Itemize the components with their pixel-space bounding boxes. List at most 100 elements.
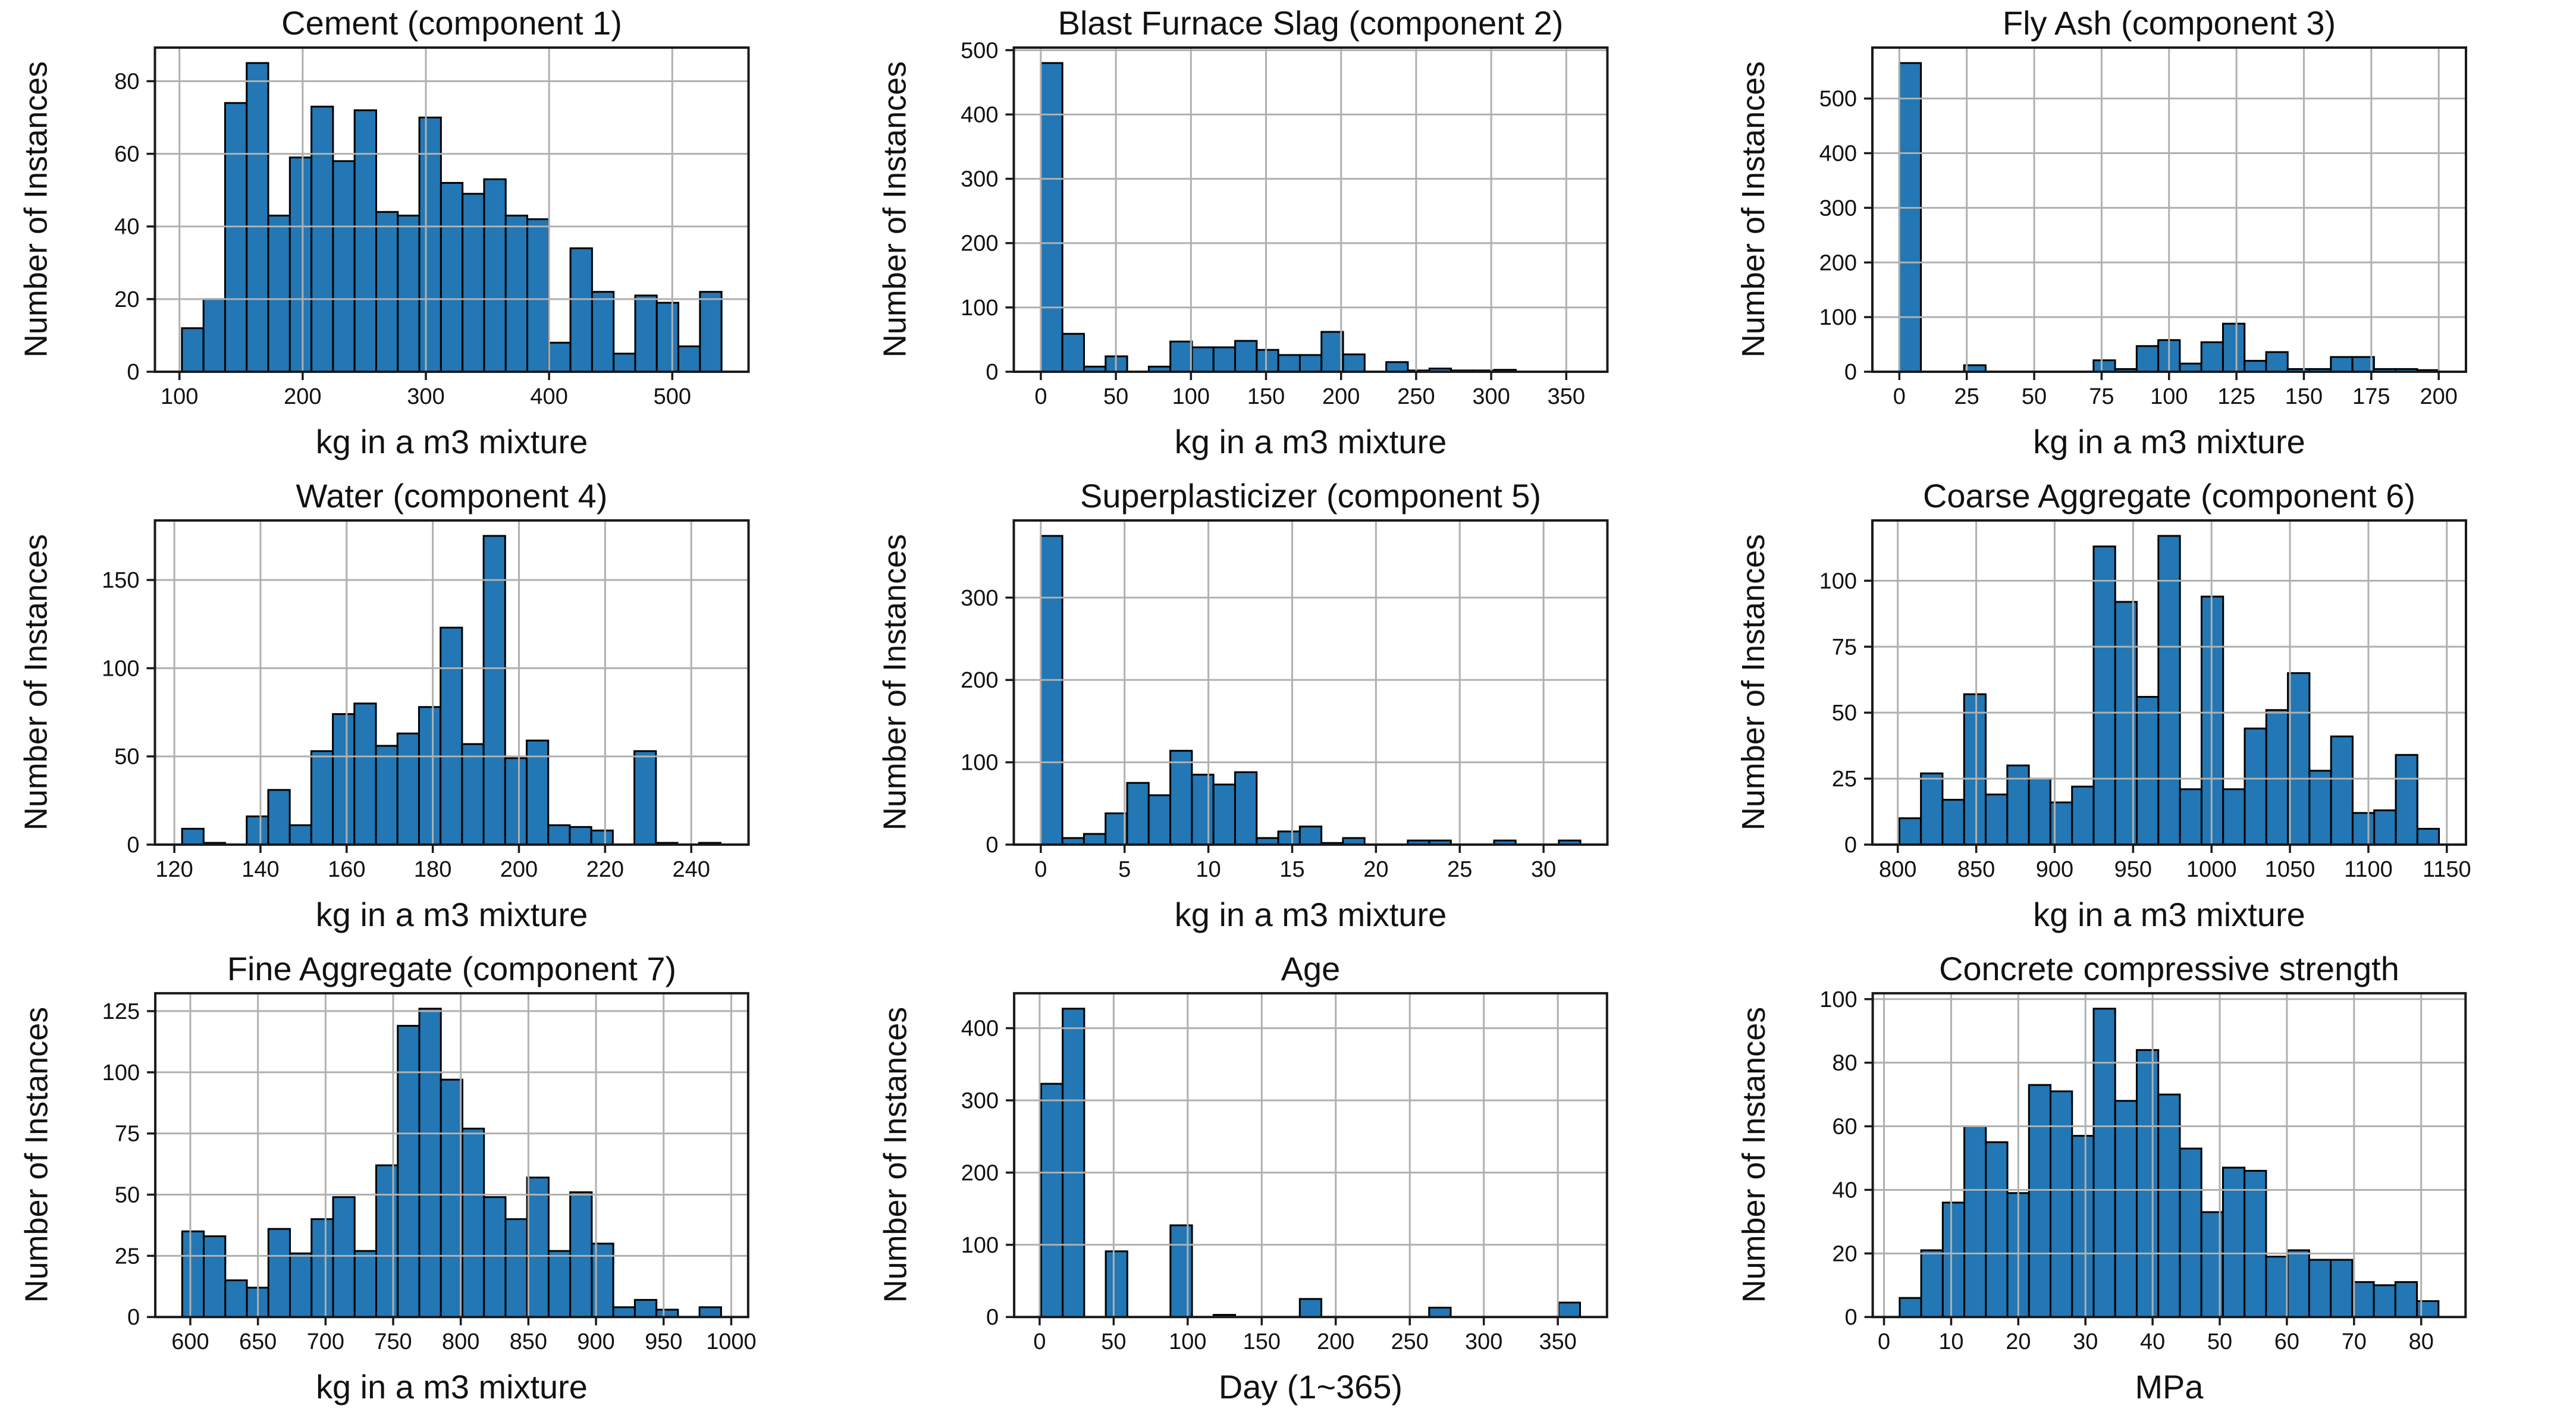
histogram-bar	[2244, 1169, 2267, 1318]
x-tick-label: 100	[161, 384, 198, 409]
bars-layer	[1898, 62, 2440, 373]
histogram-bar	[1298, 826, 1323, 846]
axis-ticks-layer: 100 200 300 400 500 0 20 40 60 80	[114, 69, 691, 409]
x-tick-label: 200	[2420, 384, 2457, 409]
histogram-bar	[633, 1298, 658, 1318]
chart-title: Fine Aggregate (component 7)	[227, 950, 676, 987]
subplot-coarse-aggregate: 800 850 900 950 1000 1050 1100 1150 0 25 50 75 100 C…	[1718, 473, 2576, 946]
x-tick-label: 140	[241, 857, 279, 882]
y-tick-label: 400	[961, 1017, 999, 1041]
histogram-bar	[1920, 1249, 1944, 1318]
histogram-bar	[1061, 332, 1085, 373]
histogram-bar	[353, 702, 377, 846]
histogram-bar	[547, 1250, 572, 1318]
histogram-bar	[504, 757, 528, 846]
histogram-bar	[2114, 1100, 2138, 1318]
histogram-bar	[1040, 1083, 1064, 1318]
histogram-bar	[397, 214, 421, 373]
histogram-bar	[181, 327, 205, 373]
x-tick-label: 200	[1317, 1329, 1354, 1354]
histogram-bar	[483, 1196, 507, 1318]
histogram-bar	[633, 750, 657, 846]
subplot-fly-ash: 0 25 50 75 100 125 150 175 200 0 100 200 300 400 500 F…	[1718, 0, 2576, 473]
x-tick-label: 250	[1397, 384, 1435, 409]
plot-frame	[1013, 992, 1608, 1319]
histogram-bar	[1277, 354, 1301, 373]
y-tick-label: 100	[102, 1061, 140, 1086]
y-tick-label: 20	[1832, 1241, 1857, 1266]
histogram-bar	[2135, 345, 2160, 373]
histogram-bar	[2179, 788, 2202, 846]
histogram-bar	[181, 1230, 205, 1318]
y-tick-label: 60	[114, 142, 139, 167]
histogram-bar	[1941, 799, 1965, 846]
y-tick-label: 200	[961, 231, 998, 256]
x-tick-label: 800	[1879, 857, 1916, 882]
histogram-bar	[1941, 1201, 1966, 1318]
y-axis-label: Number of Instances	[877, 61, 913, 357]
histogram-bar	[224, 1279, 248, 1318]
y-tick-label: 0	[986, 1305, 999, 1330]
histogram-bar	[461, 1127, 485, 1318]
histogram-bar	[1234, 340, 1258, 373]
histogram-bar	[2330, 1259, 2354, 1318]
histogram-bar	[2394, 1281, 2418, 1318]
histogram-bar	[613, 352, 636, 373]
plot-frame	[1871, 992, 2467, 1319]
histogram-bar	[2351, 1281, 2375, 1318]
histogram-bar	[1040, 62, 1063, 373]
histogram-bar	[612, 1306, 636, 1318]
x-tick-label: 50	[2207, 1329, 2232, 1354]
histogram-bar	[289, 1252, 313, 1318]
histogram-bar	[440, 181, 464, 373]
x-tick-label: 1000	[2186, 857, 2237, 882]
histogram-bar	[1963, 693, 1987, 846]
grid-layer	[1014, 520, 1608, 846]
histogram-bar	[548, 341, 572, 373]
subplot-cement: 100 200 300 400 500 0 20 40 60 80 Cement (compone…	[0, 0, 859, 473]
histogram-bar	[1083, 833, 1107, 846]
histogram-bar	[1899, 1297, 1922, 1318]
y-tick-label: 300	[961, 1088, 999, 1113]
y-axis-label: Number of Instances	[18, 61, 54, 357]
coarse-aggregate-histogram: 800 850 900 950 1000 1050 1100 1150 0 25 50 75 100 C…	[1736, 477, 2471, 933]
grid-layer	[1014, 993, 1607, 1318]
x-tick-label: 40	[2140, 1329, 2165, 1354]
histogram-bar	[591, 291, 615, 373]
x-tick-label: 70	[2342, 1329, 2367, 1354]
subplot-water: 120 140 160 180 200 220 240 0 50 100 150 Water (co…	[0, 473, 859, 946]
plot-frame	[1012, 46, 1609, 373]
x-tick-label: 150	[2285, 384, 2323, 409]
x-axis-label: kg in a m3 mixture	[2033, 423, 2305, 460]
y-tick-label: 100	[1819, 987, 1857, 1012]
histogram-bar	[2416, 1300, 2440, 1318]
cement-histogram: 100 200 300 400 500 0 20 40 60 80 Cement (compone…	[18, 4, 750, 460]
histogram-bar	[1985, 793, 2009, 846]
chart-title: Superplasticizer (component 5)	[1080, 477, 1541, 515]
histogram-bar	[591, 1243, 614, 1318]
y-tick-label: 100	[102, 656, 139, 681]
histogram-bar	[634, 294, 658, 373]
x-axis-label: kg in a m3 mixture	[1175, 423, 1447, 460]
histogram-bar	[1147, 794, 1172, 846]
x-tick-label: 650	[239, 1329, 277, 1354]
x-tick-label: 150	[1247, 384, 1285, 409]
y-tick-label: 200	[961, 1160, 999, 1185]
histogram-bar	[310, 105, 334, 373]
x-tick-label: 180	[414, 857, 451, 882]
histogram-bar	[1212, 346, 1237, 373]
x-tick-label: 900	[2036, 857, 2073, 882]
grid-layer	[1872, 48, 2466, 373]
x-tick-label: 100	[1172, 384, 1210, 409]
x-axis-label: Day (1~365)	[1219, 1368, 1402, 1406]
x-tick-label: 240	[672, 857, 710, 882]
y-tick-label: 300	[961, 167, 998, 192]
y-tick-label: 20	[114, 287, 139, 312]
y-tick-label: 200	[1819, 250, 1857, 275]
subplot-age: 0 50 100 150 200 250 300 350 0 100 200 300 400 Age D…	[859, 946, 1718, 1418]
chart-title: Coarse Aggregate (component 6)	[1923, 477, 2415, 515]
x-tick-label: 400	[530, 384, 567, 409]
histogram-bar	[2416, 827, 2440, 846]
chart-title: Cement (component 1)	[281, 4, 622, 42]
